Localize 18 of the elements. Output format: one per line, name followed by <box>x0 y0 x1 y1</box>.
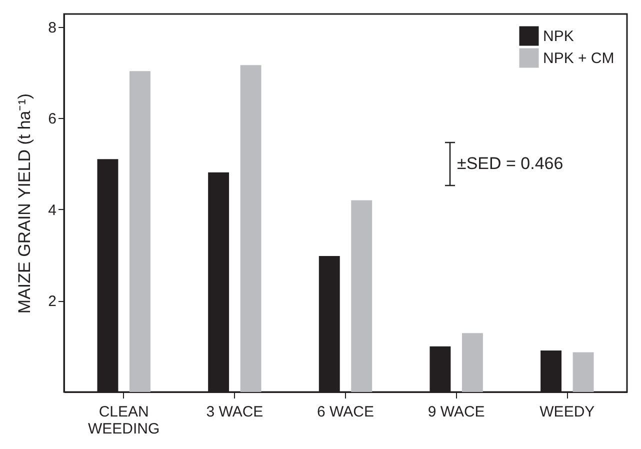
bar <box>351 200 372 392</box>
bar <box>462 333 483 392</box>
legend-label: NPK + CM <box>543 50 614 67</box>
x-tick-label: WEEDY <box>540 404 595 420</box>
y-tick-label: 8 <box>48 19 56 36</box>
x-tick-label: 6 WACE <box>317 404 374 420</box>
y-tick-label: 6 <box>48 110 56 128</box>
y-axis-title: MAIZE GRAIN YIELD (t ha⁻¹) <box>15 93 34 314</box>
x-tick-label: 9 WACE <box>428 404 485 420</box>
y-tick-label: 4 <box>48 202 56 219</box>
bar <box>572 352 594 392</box>
x-tick-label: 3 WACE <box>206 404 264 420</box>
y-tick-label: 2 <box>48 293 56 310</box>
annotation: ±SED = 0.466 <box>457 154 564 173</box>
legend-label: NPK <box>543 28 574 45</box>
bar <box>240 65 262 392</box>
bar <box>129 71 150 392</box>
x-tick-label: CLEAN WEEDING <box>88 404 160 438</box>
